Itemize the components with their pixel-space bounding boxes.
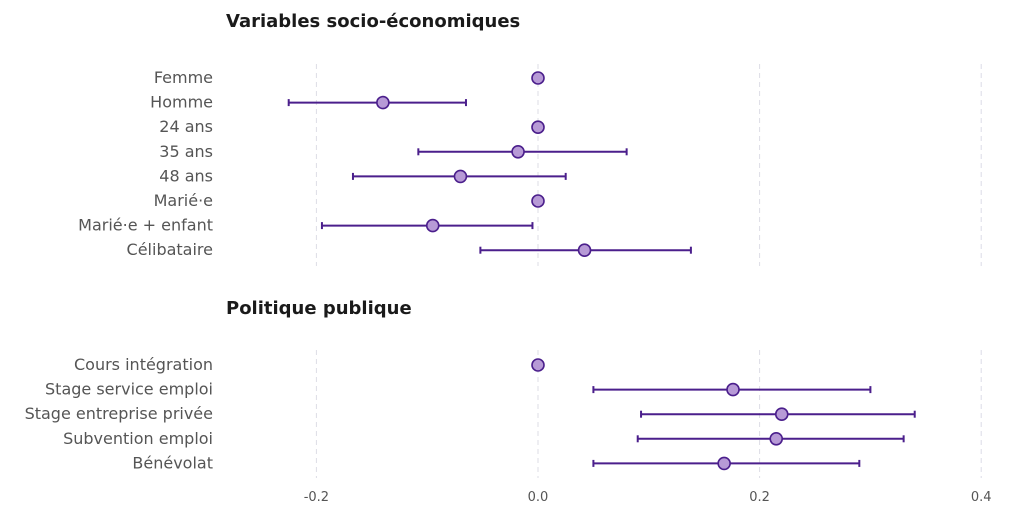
estimate-point (531, 194, 545, 208)
estimate-point (511, 145, 525, 159)
x-tick-label: 0.2 (749, 490, 770, 505)
x-axis: -0.2 0.0 0.2 0.4 (304, 490, 992, 505)
category-label: Homme (150, 93, 213, 112)
category-label: 24 ans (159, 117, 213, 136)
category-label: Marié·e (154, 191, 213, 210)
estimate-point (453, 169, 468, 184)
estimate-point (376, 95, 390, 110)
x-tick-label: -0.2 (304, 490, 329, 505)
panel-public-policy: Politique publique Cours intégration Stage… (25, 298, 982, 478)
estimate-point (769, 431, 784, 446)
category-label: Femme (154, 68, 213, 87)
x-tick-label: 0.4 (971, 490, 992, 505)
category-label: Célibataire (127, 240, 213, 259)
category-label: Stage service emploi (45, 380, 213, 399)
panel-title: Politique publique (226, 298, 412, 319)
x-tick-label: 0.0 (528, 490, 549, 505)
panel-title: Variables socio-économiques (226, 11, 520, 32)
category-label: Subvention emploi (63, 429, 213, 448)
category-label: Cours intégration (74, 355, 213, 374)
panel-socio-economic: Variables socio-économiques Femme Homme 24 … (78, 11, 982, 266)
estimate-point (531, 358, 545, 372)
category-label: Bénévolat (132, 453, 213, 472)
estimate-point (774, 407, 789, 422)
estimate-point (726, 382, 740, 397)
category-label: 35 ans (159, 142, 213, 161)
estimate-point (577, 243, 592, 257)
estimate-point (717, 456, 731, 471)
estimate-point (531, 120, 545, 134)
category-label: Marié·e + enfant (78, 216, 213, 235)
estimate-point (425, 218, 440, 233)
category-label: 48 ans (159, 166, 213, 185)
category-label: Stage entreprise privée (25, 404, 213, 423)
estimate-point (531, 71, 545, 85)
